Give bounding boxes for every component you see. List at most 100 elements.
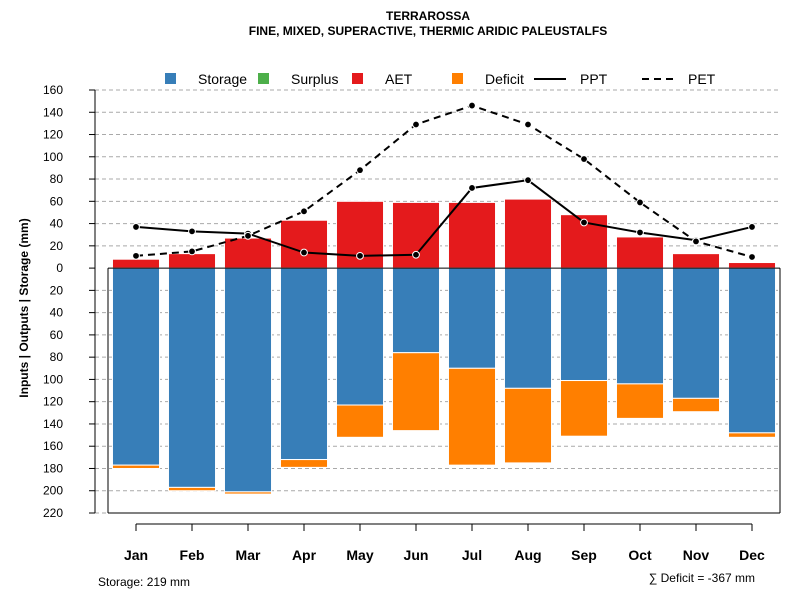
y-tick-label: 180	[43, 461, 63, 475]
deficit-bar-jun	[391, 352, 441, 432]
y-tick-label: 200	[43, 484, 63, 498]
pet-point-jun	[412, 120, 420, 129]
deficit-bar-sep	[559, 380, 609, 437]
storage-bar-feb	[167, 267, 217, 488]
deficit-annotation: ∑ Deficit = -367 mm	[649, 571, 755, 585]
deficit-bar-jan	[111, 464, 161, 469]
x-tick-label-oct: Oct	[628, 547, 652, 563]
storage-bar-sep	[559, 267, 609, 382]
y-tick-label: 80	[50, 350, 64, 364]
storage-bar-jun	[391, 267, 441, 354]
deficit-bar-apr	[279, 459, 329, 468]
axis-layer: 1601401201008060402002040608010012014016…	[43, 83, 781, 563]
ppt-line	[135, 179, 753, 257]
aet-bar-mar	[223, 237, 273, 269]
y-tick-label: 140	[43, 105, 63, 119]
y-tick-label: 220	[43, 506, 63, 520]
ppt-point-apr	[300, 248, 308, 257]
legend-label-pet: PET	[688, 71, 716, 87]
legend-label-ppt: PPT	[580, 71, 608, 87]
x-tick-label-mar: Mar	[236, 547, 261, 563]
legend-swatch-surplus	[258, 73, 269, 84]
storage-bar-apr	[279, 267, 329, 461]
line-layer	[132, 101, 756, 261]
legend-item-deficit: Deficit	[452, 71, 524, 87]
y-axis-label: Inputs | Outputs | Storage (mm)	[17, 218, 31, 397]
legend-swatch-storage	[165, 73, 176, 84]
ppt-point-jun	[412, 250, 420, 259]
y-tick-label: 100	[43, 372, 63, 386]
pet-point-nov	[692, 237, 700, 246]
bar-layer	[111, 198, 777, 495]
pet-point-jan	[132, 251, 140, 260]
ppt-point-jan	[132, 223, 140, 231]
chart-title: TERRAROSSA	[386, 9, 470, 23]
legend-item-storage: Storage	[165, 71, 247, 87]
y-tick-label: 40	[50, 217, 64, 231]
legend-label-surplus: Surplus	[291, 71, 338, 87]
storage-bar-jul	[447, 267, 497, 369]
legend-label-storage: Storage	[198, 71, 247, 87]
x-tick-label-jun: Jun	[404, 547, 429, 563]
aet-bar-oct	[615, 236, 665, 269]
ppt-point-dec	[748, 223, 756, 231]
pet-point-may	[356, 166, 364, 175]
aet-bar-apr	[279, 219, 329, 269]
legend-item-surplus: Surplus	[258, 71, 338, 87]
deficit-bar-oct	[615, 383, 665, 419]
storage-bar-nov	[671, 267, 721, 399]
y-tick-label: 60	[50, 194, 64, 208]
x-tick-label-nov: Nov	[683, 547, 710, 563]
pet-point-sep	[580, 155, 588, 163]
storage-bar-may	[335, 267, 385, 406]
ppt-point-sep	[580, 218, 588, 227]
legend: Storage Surplus AET Deficit PPT PET	[165, 71, 716, 87]
y-tick-label: 140	[43, 417, 63, 431]
legend-label-deficit: Deficit	[485, 71, 524, 87]
storage-bar-mar	[223, 267, 273, 493]
y-tick-label: 60	[50, 328, 64, 342]
pet-point-feb	[188, 247, 196, 256]
storage-bar-aug	[503, 267, 553, 389]
storage-bar-dec	[727, 267, 777, 434]
legend-item-ppt: PPT	[534, 71, 608, 87]
legend-item-aet: AET	[352, 71, 413, 87]
x-tick-label-apr: Apr	[292, 547, 317, 563]
y-tick-label: 0	[56, 261, 63, 275]
deficit-bar-dec	[727, 432, 777, 438]
pet-point-dec	[748, 253, 756, 261]
aet-bar-sep	[559, 214, 609, 269]
pet-point-jul	[468, 101, 476, 110]
y-tick-label: 160	[43, 439, 63, 453]
x-tick-label-may: May	[346, 547, 373, 563]
ppt-point-feb	[188, 227, 196, 236]
aet-bar-nov	[671, 253, 721, 269]
deficit-bar-feb	[167, 486, 217, 492]
pet-point-oct	[636, 198, 644, 207]
ppt-point-may	[356, 251, 364, 260]
aet-bar-feb	[167, 253, 217, 269]
y-tick-label: 160	[43, 83, 63, 97]
chart-subtitle: FINE, MIXED, SUPERACTIVE, THERMIC ARIDIC…	[249, 24, 607, 38]
storage-bar-oct	[615, 267, 665, 385]
y-tick-label: 120	[43, 395, 63, 409]
y-tick-label: 80	[50, 172, 64, 186]
deficit-bar-jul	[447, 367, 497, 466]
aet-bar-jul	[447, 201, 497, 269]
x-tick-label-jan: Jan	[124, 547, 148, 563]
legend-item-pet: PET	[642, 71, 716, 87]
deficit-bar-nov	[671, 397, 721, 413]
legend-label-aet: AET	[385, 71, 413, 87]
x-tick-label-jul: Jul	[462, 547, 482, 563]
ppt-point-jul	[468, 184, 476, 192]
ppt-point-oct	[636, 228, 644, 237]
ppt-point-aug	[524, 176, 532, 185]
deficit-bar-mar	[223, 491, 273, 495]
storage-annotation: Storage: 219 mm	[98, 575, 190, 589]
y-tick-label: 120	[43, 128, 63, 142]
aet-bar-jan	[111, 258, 161, 269]
deficit-bar-aug	[503, 387, 553, 464]
y-tick-label: 40	[50, 306, 64, 320]
